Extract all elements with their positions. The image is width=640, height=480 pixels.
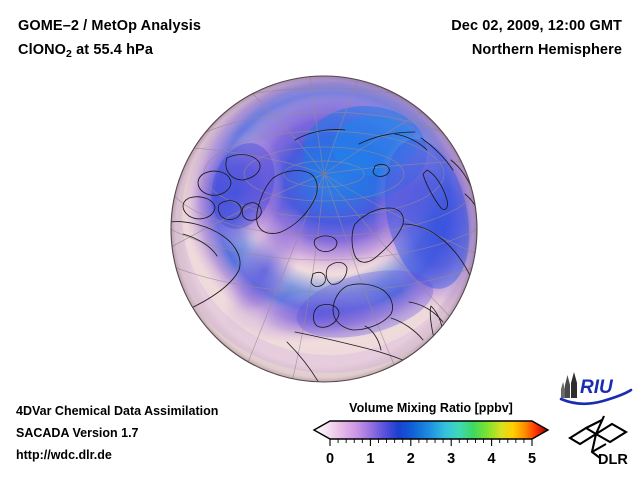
riu-logo: RIU: [559, 372, 633, 406]
orthographic-projection: [170, 75, 478, 383]
hemisphere-label: Northern Hemisphere: [471, 42, 622, 58]
colorbar-gradient: [312, 420, 550, 440]
dlr-logo: DLR: [566, 414, 634, 468]
dlr-wordmark: DLR: [598, 452, 628, 468]
species-subtitle: ClONO2 at 55.4 hPa: [18, 38, 201, 66]
cathedral-spires-icon: [561, 372, 577, 398]
timestamp-label: Dec 02, 2009, 12:00 GMT: [451, 18, 622, 34]
species-subscript: 2: [66, 48, 72, 60]
footer-info-block: 4DVar Chemical Data Assimilation SACADA …: [16, 400, 218, 466]
colorbar-tick-label: 5: [528, 451, 536, 467]
website-url[interactable]: http://wdc.dlr.de: [16, 448, 112, 462]
page-title: GOME–2 / MetOp Analysis: [18, 18, 202, 34]
species-name: ClONO: [18, 42, 67, 58]
colorbar-ticks: [329, 439, 533, 446]
globe-map: [169, 74, 479, 384]
colorbar-tick-label: 3: [447, 451, 455, 467]
dlr-pinwheel-icon: [567, 415, 629, 459]
colorbar-tick-label: 2: [407, 451, 415, 467]
colorbar-tick-labels: 0 1 2 3 4 5: [326, 451, 536, 467]
colorbar-tick-label: 1: [366, 451, 374, 467]
globe-outline: [170, 75, 478, 383]
pressure-level-label: at 55.4 hPa: [71, 42, 153, 58]
colorbar-scale: 0 1 2 3 4 5: [312, 420, 550, 467]
colorbar-title: Volume Mixing Ratio [ppbv]: [349, 401, 513, 415]
version-label: SACADA Version 1.7: [16, 426, 139, 440]
riu-swoosh: [559, 388, 633, 406]
colorbar: Volume Mixing Ratio [ppbv] 0 1 2 3 4 5: [312, 401, 550, 467]
colorbar-tick-label: 4: [488, 451, 496, 467]
method-label: 4DVar Chemical Data Assimilation: [16, 404, 219, 418]
header-left-block: GOME–2 / MetOp Analysis ClONO2 at 55.4 h…: [18, 14, 201, 66]
header-right-block: Dec 02, 2009, 12:00 GMT Northern Hemisph…: [451, 14, 622, 62]
riu-wordmark: RIU: [580, 377, 614, 398]
colorbar-tick-label: 0: [326, 451, 334, 467]
limb-shading: [171, 76, 477, 382]
